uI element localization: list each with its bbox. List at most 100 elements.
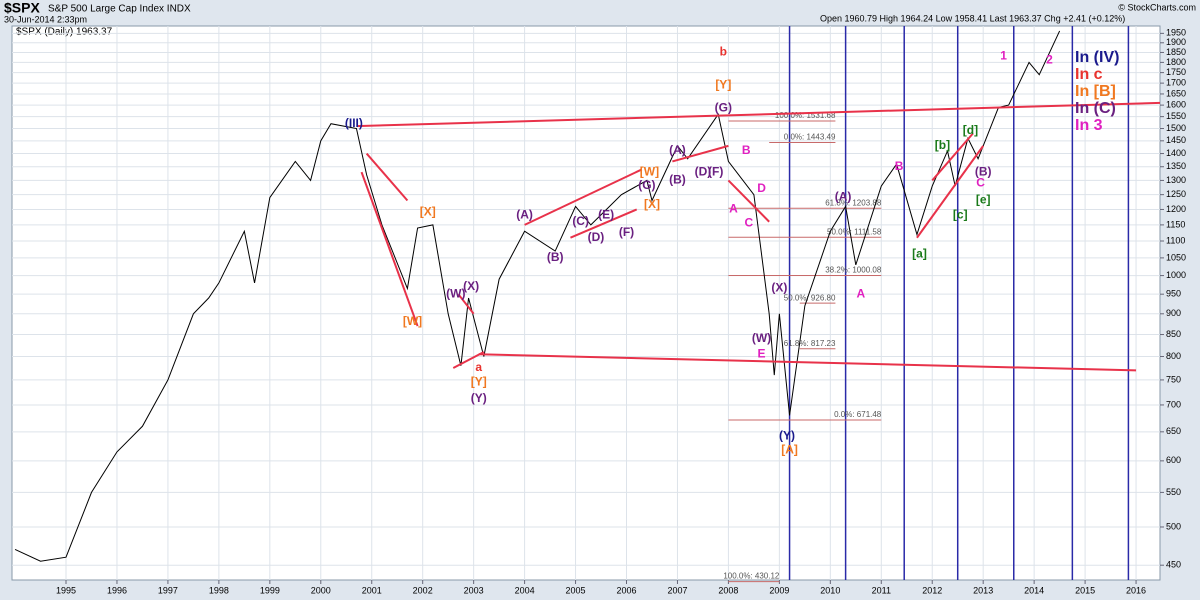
wave-count: In (C)	[1075, 100, 1116, 117]
wave-label: (D)	[695, 164, 712, 178]
x-tick-label: 1999	[260, 585, 280, 595]
x-tick-label: 2013	[973, 585, 993, 595]
trend-line	[570, 208, 638, 239]
fib-label: 61.8%: 1203.88	[825, 198, 882, 207]
y-tick-label: 1700	[1166, 78, 1186, 88]
wave-label: (W)	[752, 331, 771, 345]
wave-label: (X)	[463, 279, 479, 293]
y-tick-label: 1650	[1166, 88, 1186, 98]
wave-label: A	[729, 202, 738, 216]
wave-label: (Y)	[779, 428, 795, 442]
y-tick-label: 1250	[1166, 189, 1186, 199]
fib-label: 100.0%: 430.12	[723, 572, 780, 581]
y-tick-label: 1050	[1166, 252, 1186, 262]
y-tick-label: 1300	[1166, 175, 1186, 185]
wave-label: [b]	[935, 138, 950, 152]
wave-label: B	[895, 159, 904, 173]
wave-label: [Y]	[715, 77, 731, 91]
wave-label: [X]	[644, 197, 660, 211]
wave-label: (E)	[598, 208, 614, 222]
wave-label: (X)	[771, 281, 787, 295]
y-tick-label: 1100	[1166, 235, 1185, 245]
trend-line	[356, 101, 1161, 128]
y-tick-label: 1750	[1166, 67, 1186, 77]
x-tick-label: 2008	[718, 585, 738, 595]
wave-label: 1	[1000, 49, 1007, 63]
wave-label: [Y]	[471, 375, 487, 389]
y-tick-label: 1350	[1166, 161, 1186, 171]
y-tick-label: 850	[1166, 329, 1181, 339]
y-tick-label: 1950	[1166, 28, 1186, 38]
y-tick-label: 550	[1166, 487, 1181, 497]
x-tick-label: 2000	[311, 585, 331, 595]
price-line	[14, 30, 1061, 562]
wave-count: In c	[1075, 66, 1103, 83]
wave-label: (A)	[835, 190, 852, 204]
wave-label: [A]	[781, 442, 798, 456]
wave-label: (C)	[572, 214, 589, 228]
fib-label: 0.0%: 1443.49	[784, 133, 836, 142]
wave-label: B	[742, 143, 751, 157]
wave-label: [X]	[420, 205, 436, 219]
fib-label: 100.0%: 1531.68	[775, 111, 836, 120]
wave-count: In [B]	[1075, 83, 1116, 100]
wave-label: E	[758, 346, 766, 360]
y-tick-label: 1600	[1166, 99, 1186, 109]
x-tick-label: 2012	[922, 585, 942, 595]
x-tick-label: 1995	[56, 585, 76, 595]
wave-label: [W]	[403, 314, 422, 328]
fib-label: 0.0%: 671.48	[834, 410, 882, 419]
date: 30-Jun-2014 2:33pm	[4, 14, 87, 24]
legend-entry: $SPX (Daily) 1963.37	[16, 27, 113, 38]
y-tick-label: 1000	[1166, 270, 1186, 280]
wave-label: (A)	[516, 208, 533, 222]
credit: © StockCharts.com	[1118, 2, 1196, 12]
wave-label: b	[720, 45, 727, 59]
y-tick-label: 1550	[1166, 111, 1186, 121]
trend-line	[524, 168, 643, 226]
wave-label: [W]	[640, 164, 659, 178]
y-tick-label: 1200	[1166, 204, 1186, 214]
fib-label: 38.2%: 1000.08	[825, 266, 882, 275]
wave-label: C	[744, 215, 753, 229]
x-tick-label: 2009	[769, 585, 789, 595]
trend-line	[727, 179, 770, 223]
wave-label: a	[475, 360, 482, 374]
fib-label: 61.8%: 817.23	[784, 339, 836, 348]
wave-label: [d]	[963, 123, 978, 137]
x-tick-label: 1998	[209, 585, 229, 595]
x-tick-label: 2001	[362, 585, 382, 595]
wave-label: (B)	[975, 164, 992, 178]
wave-label: (G)	[638, 178, 655, 192]
wave-label: (B)	[547, 250, 564, 264]
wave-label: [a]	[912, 247, 927, 261]
wave-label: (III)	[345, 116, 363, 130]
wave-count: In 3	[1075, 117, 1103, 134]
wave-label: (Y)	[471, 391, 487, 405]
y-tick-label: 500	[1166, 521, 1181, 531]
y-tick-label: 800	[1166, 351, 1181, 361]
wave-count: In (IV)	[1075, 49, 1119, 66]
x-tick-label: 1997	[158, 585, 178, 595]
wave-label: (D)	[588, 230, 605, 244]
x-tick-label: 2004	[515, 585, 535, 595]
x-tick-label: 2014	[1024, 585, 1044, 595]
trend-line	[360, 171, 419, 327]
wave-label: (A)	[669, 143, 686, 157]
trend-line	[478, 353, 1137, 372]
wave-label: [c]	[953, 208, 968, 222]
y-tick-label: 750	[1166, 374, 1181, 384]
wave-label: [e]	[976, 193, 991, 207]
plot-area	[11, 25, 1161, 581]
trend-line	[672, 144, 729, 163]
fib-label: 50.0%: 1111.58	[827, 227, 882, 236]
wave-label: (G)	[715, 101, 732, 115]
y-tick-label: 1900	[1166, 37, 1186, 47]
x-tick-label: 2006	[616, 585, 636, 595]
x-tick-label: 2016	[1126, 585, 1146, 595]
x-tick-label: 2003	[464, 585, 484, 595]
trend-line	[457, 293, 475, 315]
wave-label: 2	[1046, 53, 1053, 67]
